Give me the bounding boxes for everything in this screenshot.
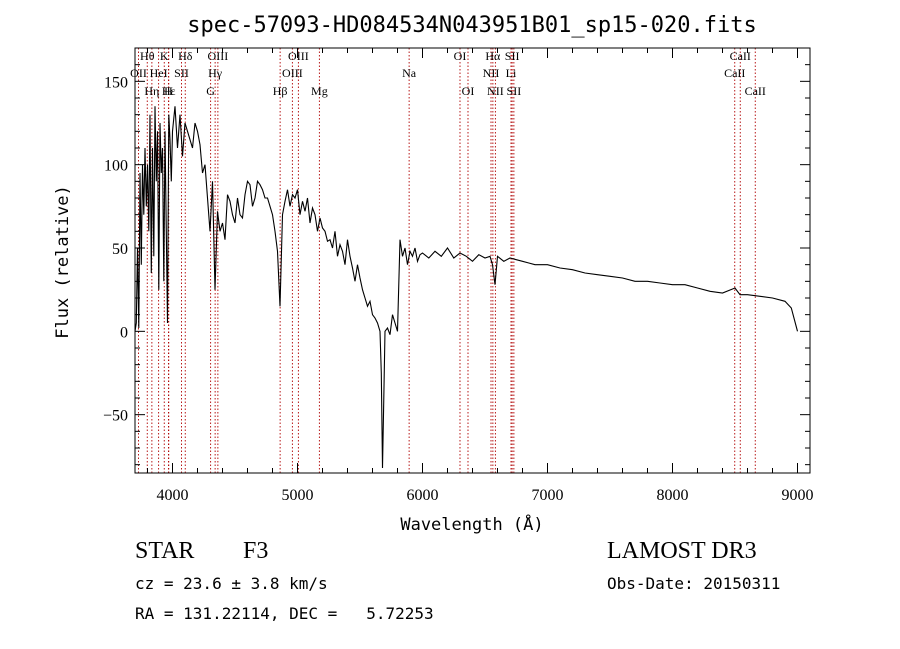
line-label: CaII	[730, 49, 751, 63]
line-label: OII	[130, 66, 147, 80]
x-tick-label: 7000	[532, 487, 564, 504]
coordinates: RA = 131.22114, DEC = 5.72253	[135, 604, 434, 623]
line-label: NII	[487, 84, 504, 98]
survey-name: LAMOST DR3	[607, 538, 757, 564]
line-label: OIII	[288, 49, 309, 63]
line-label: OIII	[208, 49, 229, 63]
line-label: Hδ	[178, 49, 193, 63]
line-label: Mg	[311, 84, 328, 98]
x-tick-label: 8000	[657, 487, 689, 504]
x-axis-label: Wavelength (Å)	[400, 513, 543, 535]
redshift-velocity: cz = 23.6 ± 3.8 km/s	[135, 574, 328, 593]
y-tick-label: 100	[104, 158, 128, 175]
line-label: Hα	[485, 49, 501, 63]
y-tick-label: 0	[120, 324, 128, 341]
line-label: G	[206, 84, 215, 98]
chart-title: spec-57093-HD084534N043951B01_sp15-020.f…	[187, 13, 757, 38]
line-label: K	[160, 49, 169, 63]
spectral-line-markers	[138, 48, 756, 473]
line-label: SII	[174, 66, 189, 80]
line-label: OI	[462, 84, 475, 98]
line-label: OI	[454, 49, 467, 63]
line-label: NII	[483, 66, 500, 80]
object-subclass: F3	[243, 538, 269, 564]
line-label: Hθ	[140, 49, 155, 63]
y-tick-label: 150	[104, 74, 128, 91]
x-axis-ticks: 4000 5000 6000 7000 8000 9000	[147, 48, 814, 504]
x-tick-label: 6000	[407, 487, 439, 504]
y-tick-label: 50	[112, 241, 128, 258]
y-axis-ticks: −50 0 50 100 150	[103, 64, 810, 466]
y-tick-label: −50	[103, 408, 128, 425]
y-axis-label: Flux (relative)	[53, 185, 73, 339]
x-tick-label: 5000	[282, 487, 314, 504]
line-label: OIII	[282, 66, 303, 80]
line-label: SII	[505, 49, 520, 63]
spectrum-line	[134, 106, 799, 469]
line-label: Hη	[144, 84, 159, 98]
spectrum-chart: spec-57093-HD084534N043951B01_sp15-020.f…	[53, 13, 814, 535]
line-label: Hε	[162, 84, 176, 98]
line-label: CaII	[724, 66, 745, 80]
observation-date: Obs-Date: 20150311	[607, 574, 781, 593]
x-tick-label: 9000	[782, 487, 814, 504]
object-class: STAR	[135, 538, 195, 564]
x-tick-label: 4000	[157, 487, 189, 504]
line-label: H	[164, 84, 173, 98]
line-label: SII	[507, 84, 522, 98]
plot-frame	[134, 47, 811, 474]
line-label: CaII	[745, 84, 766, 98]
line-label: Li	[506, 66, 517, 80]
line-label: Na	[402, 66, 417, 80]
line-label: Hγ	[208, 66, 223, 80]
line-label: HeI	[150, 66, 168, 80]
line-label: Hβ	[273, 84, 288, 98]
